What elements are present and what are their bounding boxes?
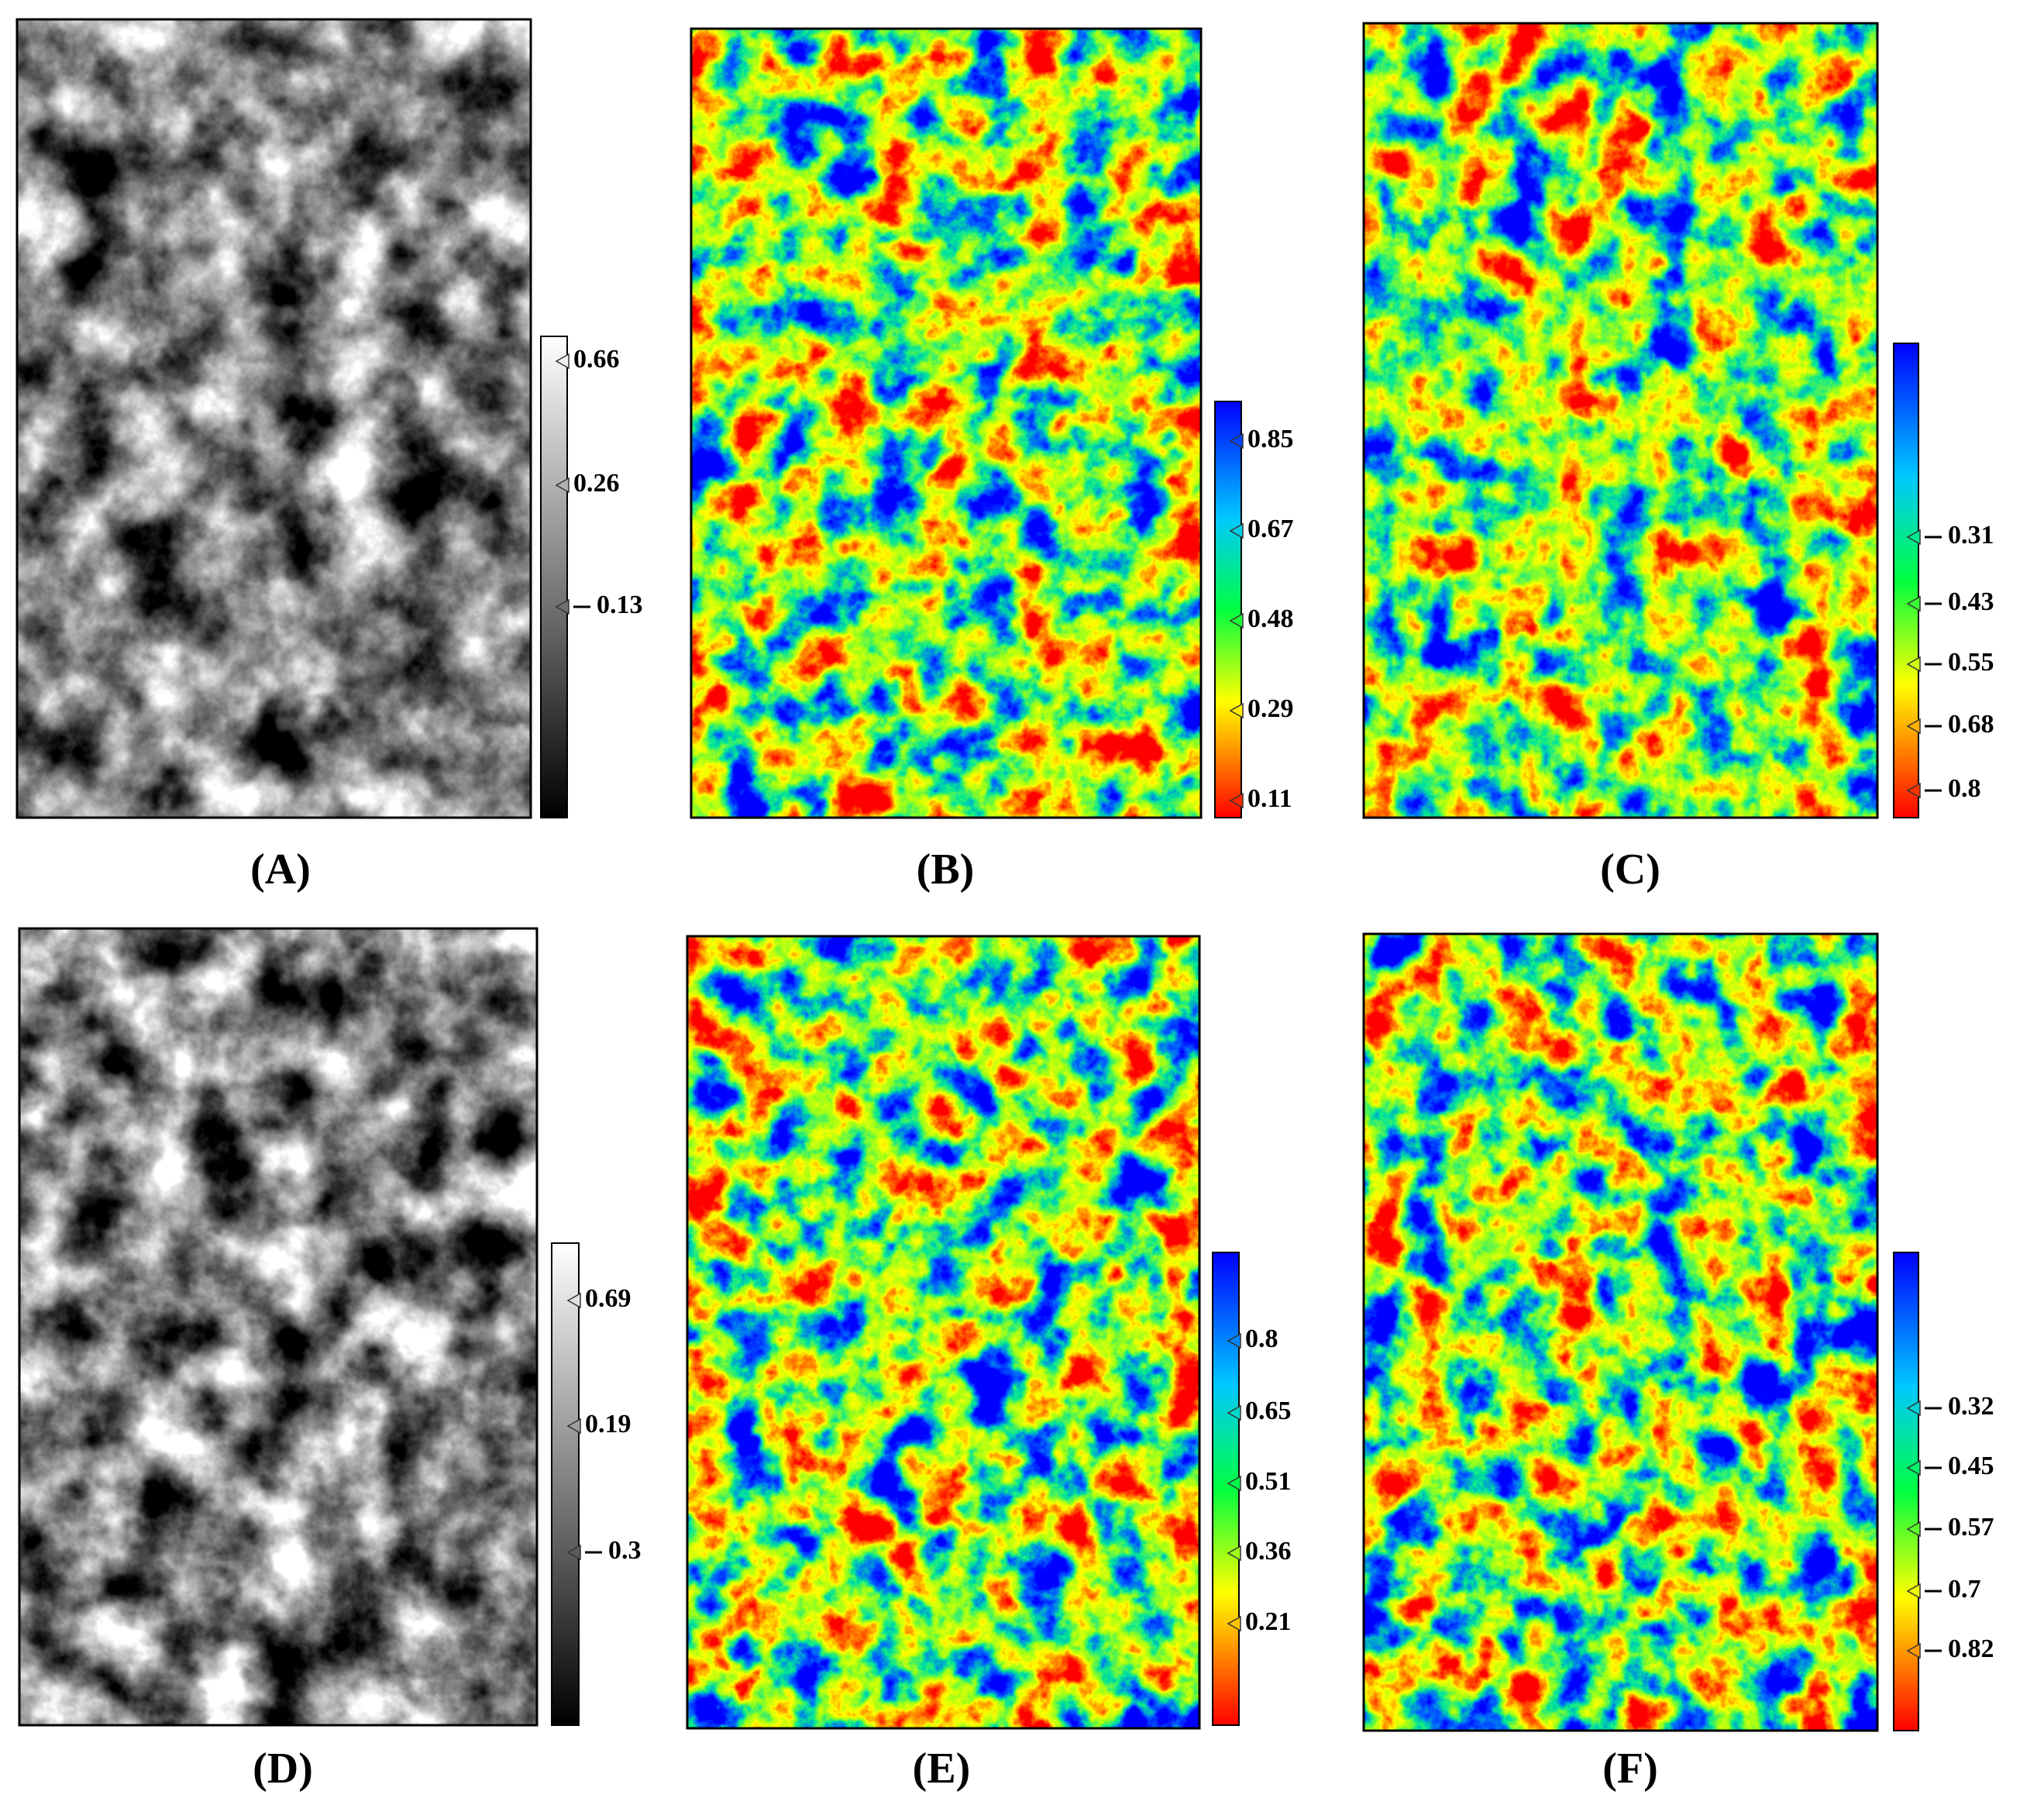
map-image [691, 29, 1201, 818]
colorbar-tick-label: 0.21 [1245, 1607, 1292, 1636]
tick-marker [1906, 1459, 1921, 1476]
colorbar-tick-label: 0.51 [1245, 1467, 1292, 1496]
colorbar-tick-label: 0.36 [1245, 1537, 1292, 1566]
colorbar [1212, 1252, 1240, 1726]
tick-marker [1227, 1332, 1241, 1349]
tick-marker [566, 1292, 581, 1309]
colorbar-tick-label: 0.8 [1245, 1325, 1278, 1353]
panel-label: (D) [253, 1745, 313, 1793]
colorbar-tick-label: 0.11 [1247, 784, 1292, 813]
colorbar-tick-label: 0.3 [608, 1536, 642, 1565]
colorbar-tick-label: 0.57 [1948, 1513, 1994, 1542]
tick-marker [1906, 529, 1921, 546]
colorbar [540, 336, 568, 818]
panel-label: (C) [1600, 846, 1660, 894]
map-image [1364, 934, 1877, 1731]
colorbar-tick-label: 0.8 [1948, 774, 1981, 803]
colorbar-tick-label: 0.13 [597, 591, 643, 619]
map-frame [690, 27, 1203, 819]
colorbar-tick-label: 0.26 [573, 469, 620, 498]
colorbar-tick-label: 0.82 [1948, 1635, 1994, 1663]
map-frame [686, 935, 1201, 1730]
colorbar-tick-label: 0.31 [1948, 521, 1994, 549]
map-frame [1362, 22, 1879, 819]
tick-marker [1906, 1642, 1921, 1659]
map-frame [1362, 932, 1879, 1732]
colorbar-tick-label: 0.55 [1948, 648, 1994, 677]
colorbar [1893, 343, 1919, 818]
colorbar-tick-label: 0.43 [1948, 587, 1994, 616]
tick-marker [1906, 1400, 1921, 1417]
tick-marker [1229, 792, 1244, 809]
map-image [687, 936, 1199, 1728]
tick-marker [566, 1544, 581, 1561]
map-image [1364, 23, 1877, 818]
colorbar-tick-label: 0.65 [1245, 1397, 1292, 1425]
tick-marker [555, 353, 569, 370]
tick-marker [1227, 1615, 1241, 1632]
tick-marker [1906, 656, 1921, 673]
colorbar [551, 1242, 580, 1726]
colorbar-tick-label: 0.85 [1247, 425, 1294, 453]
colorbar [1214, 401, 1242, 818]
colorbar-tick-label: 0.7 [1948, 1575, 1981, 1604]
colorbar-tick-label: 0.45 [1948, 1452, 1994, 1480]
colorbar-tick-label: 0.32 [1948, 1392, 1994, 1421]
panel-label: (F) [1602, 1745, 1658, 1793]
tick-marker [1229, 522, 1244, 539]
tick-marker [1229, 432, 1244, 450]
tick-marker [555, 598, 569, 615]
tick-marker [555, 477, 569, 494]
tick-marker [1906, 595, 1921, 612]
map-frame [15, 18, 532, 819]
tick-marker [1906, 1583, 1921, 1600]
colorbar-tick-label: 0.68 [1948, 710, 1994, 739]
colorbar-tick-label: 0.67 [1247, 515, 1294, 543]
tick-marker [1906, 1521, 1921, 1538]
map-image [17, 19, 531, 818]
tick-marker [1227, 1545, 1241, 1562]
colorbar-tick-label: 0.29 [1247, 694, 1294, 723]
colorbar-tick-label: 0.69 [585, 1284, 631, 1313]
map-image [19, 928, 537, 1725]
tick-marker [1227, 1475, 1241, 1492]
tick-marker [1229, 702, 1244, 719]
tick-marker [1906, 718, 1921, 735]
tick-marker [566, 1418, 581, 1435]
colorbar-tick-label: 0.19 [585, 1410, 631, 1438]
tick-marker [1229, 612, 1244, 629]
panel-label: (E) [913, 1745, 971, 1793]
panel-label: (A) [250, 846, 311, 894]
colorbar [1893, 1252, 1919, 1731]
tick-marker [1227, 1404, 1241, 1421]
map-frame [18, 927, 539, 1727]
colorbar-tick-label: 0.66 [573, 345, 620, 374]
panel-label: (B) [917, 846, 975, 894]
tick-marker [1906, 782, 1921, 799]
colorbar-tick-label: 0.48 [1247, 605, 1294, 633]
